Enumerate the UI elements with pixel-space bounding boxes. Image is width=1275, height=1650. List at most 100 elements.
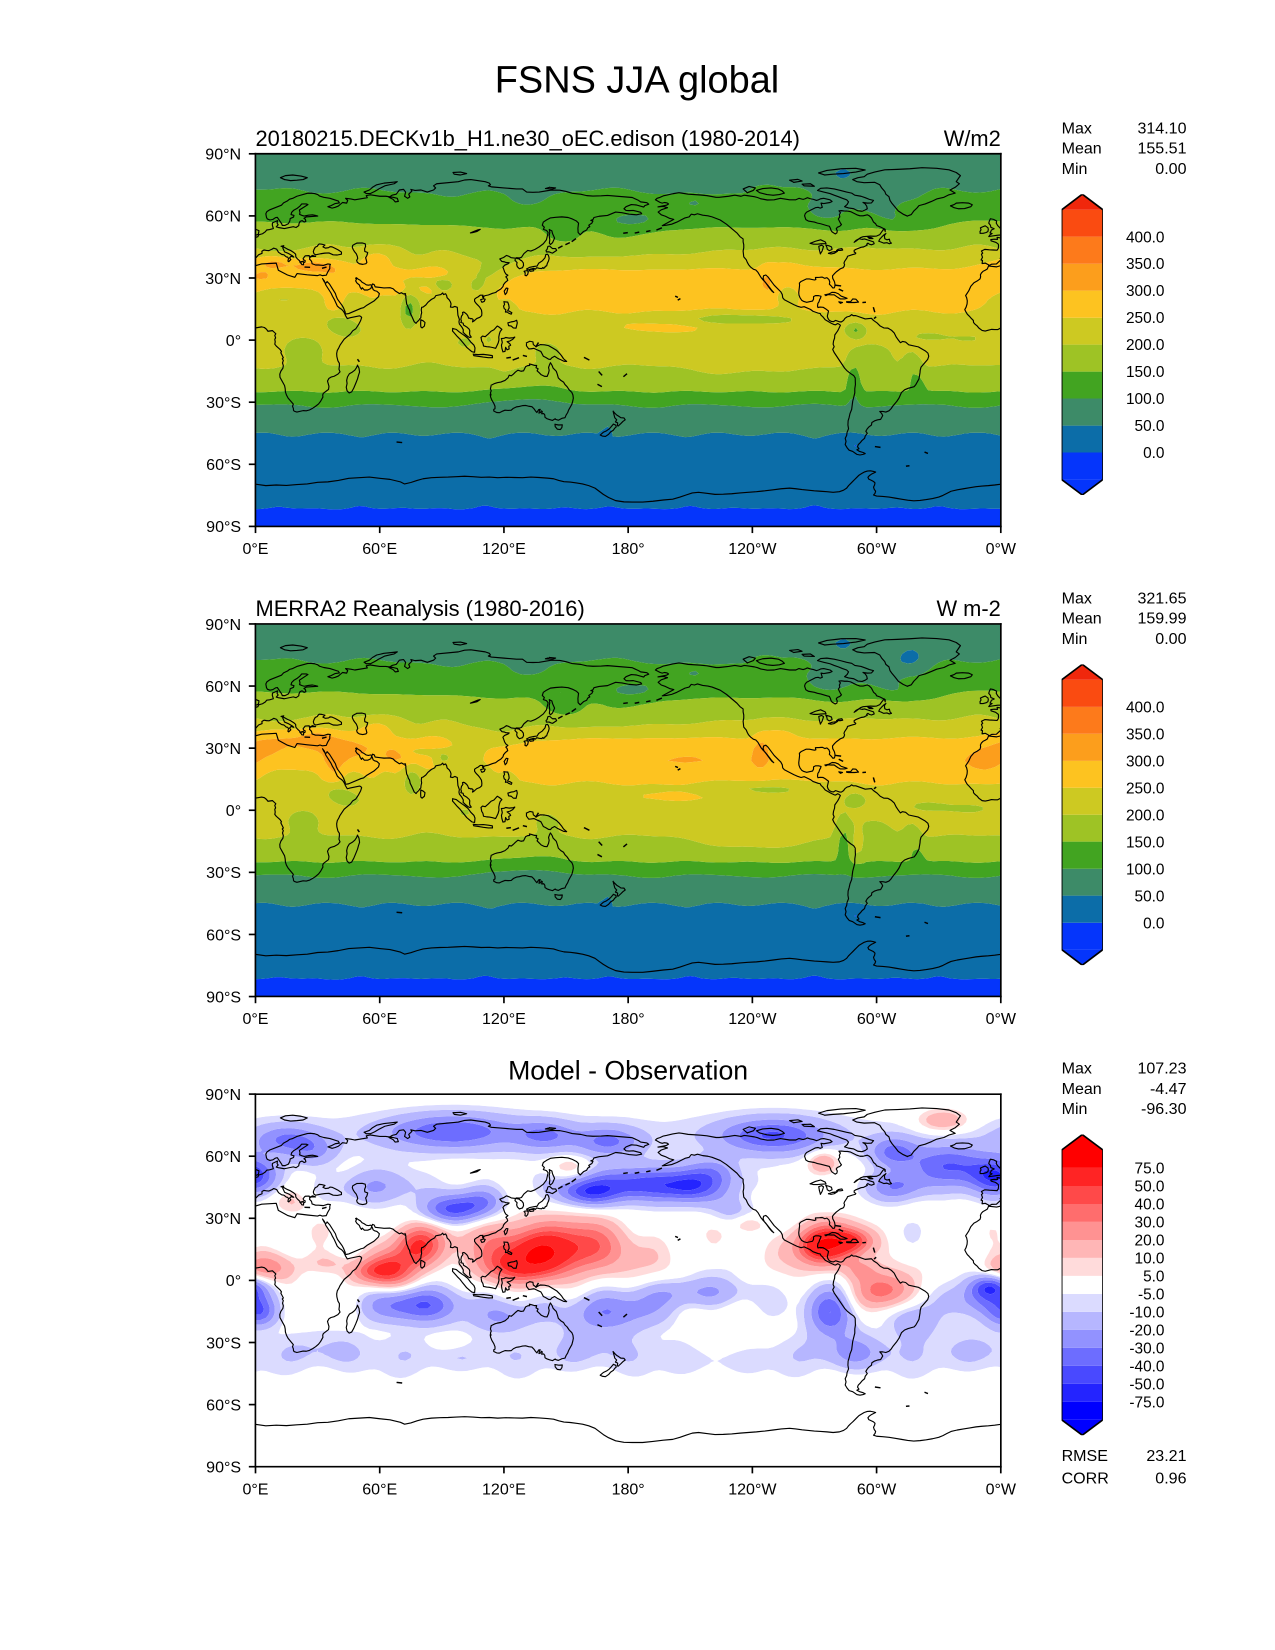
svg-text:159.99: 159.99	[1137, 610, 1186, 628]
svg-text:300.0: 300.0	[1126, 283, 1165, 300]
svg-text:Model - Observation: Model - Observation	[508, 1056, 748, 1086]
svg-text:30°S: 30°S	[206, 394, 241, 412]
svg-text:100.0: 100.0	[1126, 391, 1165, 408]
svg-text:Mean: Mean	[1062, 610, 1102, 628]
svg-text:30°S: 30°S	[206, 864, 241, 882]
svg-text:-20.0: -20.0	[1129, 1322, 1164, 1339]
svg-text:60°E: 60°E	[362, 540, 397, 558]
svg-text:120°W: 120°W	[728, 1480, 777, 1498]
svg-text:150.0: 150.0	[1126, 364, 1165, 381]
svg-text:Mean: Mean	[1062, 140, 1102, 158]
svg-text:-75.0: -75.0	[1129, 1394, 1164, 1411]
svg-text:0°: 0°	[226, 1272, 241, 1290]
svg-text:0.00: 0.00	[1155, 630, 1186, 648]
svg-text:120°E: 120°E	[482, 1480, 526, 1498]
svg-text:Min: Min	[1062, 630, 1088, 648]
svg-text:23.21: 23.21	[1146, 1447, 1186, 1465]
svg-text:50.0: 50.0	[1135, 1179, 1165, 1196]
svg-text:0.0: 0.0	[1143, 915, 1164, 932]
svg-text:FSNS JJA global: FSNS JJA global	[495, 60, 779, 102]
svg-text:100.0: 100.0	[1126, 861, 1165, 878]
svg-text:321.65: 321.65	[1137, 589, 1186, 607]
svg-text:350.0: 350.0	[1126, 726, 1165, 743]
svg-text:MERRA2 Reanalysis (1980-2016): MERRA2 Reanalysis (1980-2016)	[256, 596, 585, 621]
svg-text:60°S: 60°S	[206, 1396, 241, 1414]
svg-text:-40.0: -40.0	[1129, 1358, 1164, 1375]
svg-text:Max: Max	[1062, 1060, 1092, 1078]
svg-text:150.0: 150.0	[1126, 834, 1165, 851]
svg-text:180°: 180°	[612, 540, 645, 558]
svg-text:0°E: 0°E	[242, 540, 268, 558]
svg-text:W m-2: W m-2	[936, 596, 1000, 621]
svg-text:0°E: 0°E	[242, 1480, 268, 1498]
svg-text:RMSE: RMSE	[1062, 1447, 1108, 1465]
svg-text:0°E: 0°E	[242, 1010, 268, 1028]
svg-text:250.0: 250.0	[1126, 780, 1165, 797]
svg-text:200.0: 200.0	[1126, 807, 1165, 824]
svg-text:0°W: 0°W	[986, 540, 1017, 558]
svg-text:200.0: 200.0	[1126, 337, 1165, 354]
svg-text:0.0: 0.0	[1143, 445, 1164, 462]
svg-text:0.96: 0.96	[1155, 1470, 1186, 1488]
svg-text:Max: Max	[1062, 119, 1092, 137]
svg-text:60°N: 60°N	[205, 208, 241, 226]
svg-text:-30.0: -30.0	[1129, 1340, 1164, 1357]
svg-text:0°W: 0°W	[986, 1010, 1017, 1028]
svg-text:0°W: 0°W	[986, 1480, 1017, 1498]
svg-text:75.0: 75.0	[1135, 1161, 1165, 1178]
svg-text:Max: Max	[1062, 589, 1092, 607]
svg-text:180°: 180°	[612, 1010, 645, 1028]
svg-text:60°E: 60°E	[362, 1010, 397, 1028]
svg-text:-10.0: -10.0	[1129, 1304, 1164, 1321]
svg-text:30°N: 30°N	[205, 1210, 241, 1228]
svg-text:314.10: 314.10	[1137, 119, 1186, 137]
svg-text:10.0: 10.0	[1135, 1251, 1165, 1268]
svg-text:60°W: 60°W	[857, 1480, 897, 1498]
svg-text:30°S: 30°S	[206, 1334, 241, 1352]
svg-text:180°: 180°	[612, 1480, 645, 1498]
svg-text:60°S: 60°S	[206, 456, 241, 474]
svg-text:40.0: 40.0	[1135, 1197, 1165, 1214]
svg-text:90°N: 90°N	[205, 146, 241, 164]
svg-text:-4.47: -4.47	[1150, 1080, 1187, 1098]
svg-text:60°W: 60°W	[857, 1010, 897, 1028]
svg-text:-50.0: -50.0	[1129, 1376, 1164, 1393]
svg-text:20180215.DECKv1b_H1.ne30_oEC.e: 20180215.DECKv1b_H1.ne30_oEC.edison (198…	[256, 126, 800, 151]
svg-text:50.0: 50.0	[1135, 418, 1165, 435]
svg-text:30.0: 30.0	[1135, 1215, 1165, 1232]
svg-text:Min: Min	[1062, 1100, 1088, 1118]
svg-text:60°E: 60°E	[362, 1480, 397, 1498]
svg-text:90°S: 90°S	[206, 518, 241, 536]
svg-text:0.00: 0.00	[1155, 160, 1186, 178]
svg-text:60°W: 60°W	[857, 540, 897, 558]
svg-text:-5.0: -5.0	[1138, 1286, 1165, 1303]
svg-text:50.0: 50.0	[1135, 888, 1165, 905]
svg-text:90°S: 90°S	[206, 988, 241, 1006]
svg-text:30°N: 30°N	[205, 740, 241, 758]
svg-text:0°: 0°	[226, 332, 241, 350]
svg-text:300.0: 300.0	[1126, 753, 1165, 770]
svg-text:30°N: 30°N	[205, 270, 241, 288]
svg-text:107.23: 107.23	[1137, 1060, 1186, 1078]
svg-text:60°N: 60°N	[205, 678, 241, 696]
svg-text:120°E: 120°E	[482, 1010, 526, 1028]
svg-text:20.0: 20.0	[1135, 1233, 1165, 1250]
svg-text:Min: Min	[1062, 160, 1088, 178]
svg-text:400.0: 400.0	[1126, 699, 1165, 716]
svg-text:350.0: 350.0	[1126, 256, 1165, 273]
svg-text:120°W: 120°W	[728, 1010, 777, 1028]
svg-text:Mean: Mean	[1062, 1080, 1102, 1098]
svg-text:120°W: 120°W	[728, 540, 777, 558]
svg-text:90°N: 90°N	[205, 616, 241, 634]
svg-text:250.0: 250.0	[1126, 310, 1165, 327]
svg-text:155.51: 155.51	[1137, 140, 1186, 158]
svg-text:60°S: 60°S	[206, 926, 241, 944]
svg-text:60°N: 60°N	[205, 1148, 241, 1166]
svg-text:120°E: 120°E	[482, 540, 526, 558]
svg-text:W/m2: W/m2	[944, 126, 1001, 151]
svg-text:90°S: 90°S	[206, 1459, 241, 1477]
svg-text:90°N: 90°N	[205, 1086, 241, 1104]
svg-text:400.0: 400.0	[1126, 229, 1165, 246]
svg-text:-96.30: -96.30	[1141, 1100, 1187, 1118]
svg-text:5.0: 5.0	[1143, 1268, 1164, 1285]
